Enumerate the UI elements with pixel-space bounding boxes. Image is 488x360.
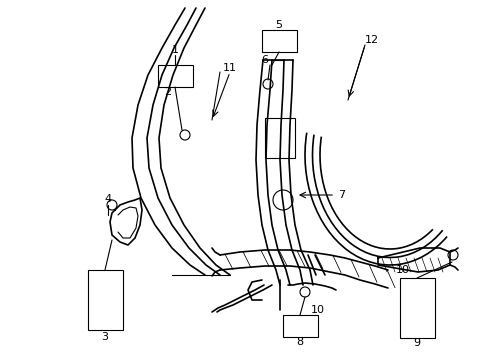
Bar bbox=[399, 278, 434, 338]
Bar bbox=[88, 270, 123, 330]
Text: 7: 7 bbox=[338, 190, 345, 200]
Text: 3: 3 bbox=[102, 332, 108, 342]
Text: 5: 5 bbox=[275, 20, 282, 30]
Text: 6: 6 bbox=[261, 55, 268, 65]
Text: 2: 2 bbox=[164, 87, 171, 97]
Text: 10: 10 bbox=[395, 265, 409, 275]
Text: 10: 10 bbox=[310, 305, 325, 315]
Bar bbox=[262, 30, 296, 52]
Text: 12: 12 bbox=[364, 35, 378, 45]
Bar bbox=[158, 65, 193, 87]
Bar bbox=[283, 315, 317, 337]
Text: 8: 8 bbox=[296, 337, 303, 347]
Text: 1: 1 bbox=[171, 45, 178, 55]
Text: 4: 4 bbox=[104, 194, 111, 204]
Text: 9: 9 bbox=[412, 338, 420, 348]
Text: 11: 11 bbox=[223, 63, 237, 73]
Bar bbox=[264, 118, 294, 158]
